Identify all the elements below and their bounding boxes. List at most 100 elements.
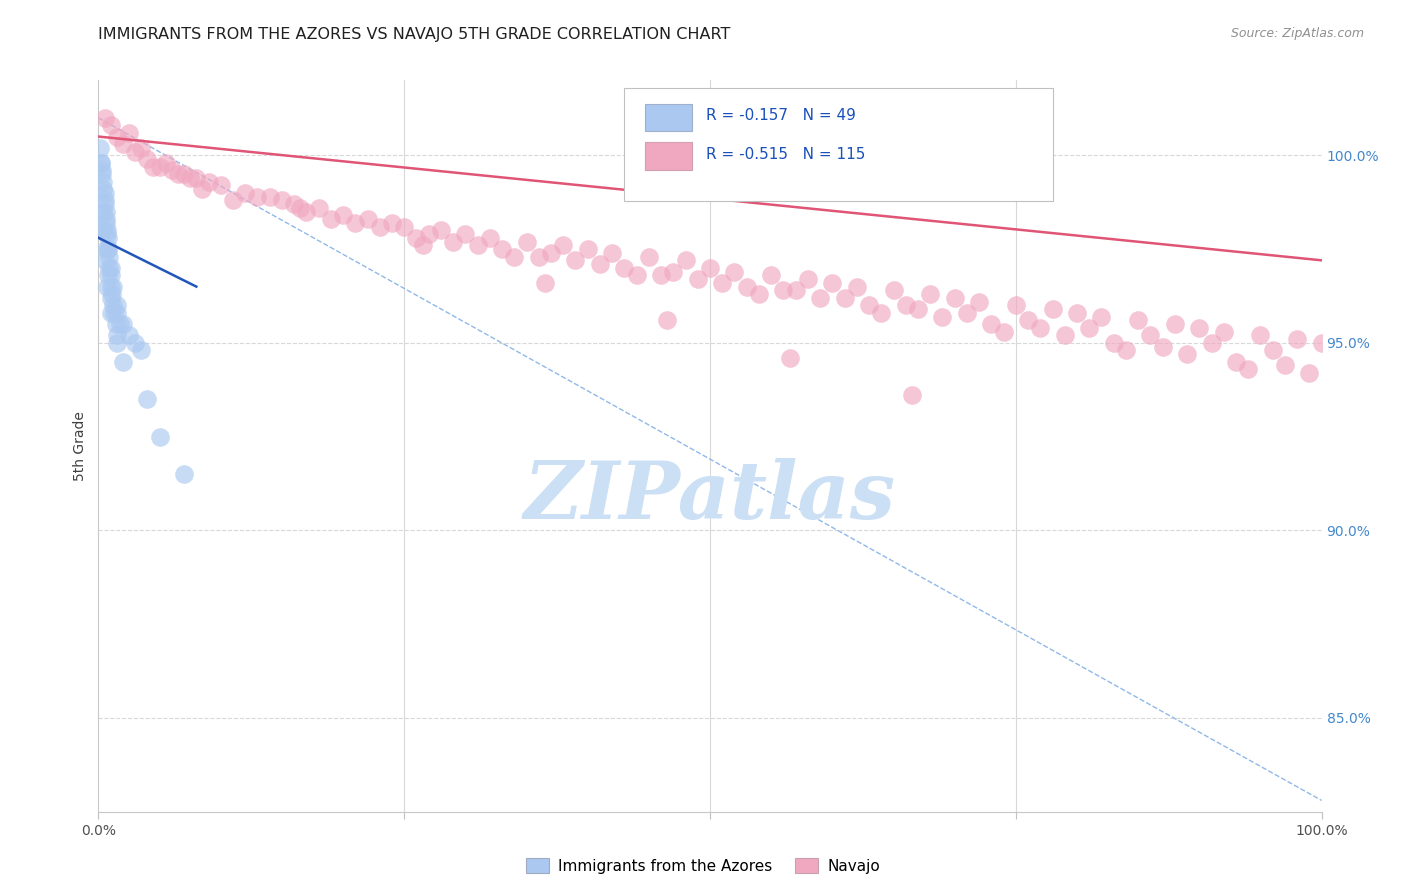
Point — [980, 317, 1002, 331]
Point — [270, 194, 294, 208]
Point — [901, 388, 924, 402]
Point — [553, 238, 575, 252]
Point — [1078, 321, 1101, 335]
FancyBboxPatch shape — [645, 143, 692, 170]
Point — [761, 268, 783, 283]
Text: R = -0.157   N = 49: R = -0.157 N = 49 — [706, 108, 856, 123]
Point — [735, 279, 758, 293]
Point — [98, 250, 121, 264]
Point — [332, 208, 354, 222]
Point — [600, 245, 623, 260]
Point — [191, 182, 214, 196]
Point — [858, 298, 880, 312]
Point — [381, 216, 404, 230]
Point — [503, 250, 526, 264]
Point — [142, 160, 165, 174]
Point — [491, 242, 513, 256]
Point — [173, 167, 195, 181]
Point — [100, 118, 122, 132]
Point — [845, 279, 868, 293]
Point — [686, 272, 709, 286]
Point — [1310, 335, 1333, 350]
Point — [97, 242, 120, 256]
Point — [478, 231, 501, 245]
Point — [105, 298, 128, 312]
Point — [96, 227, 118, 241]
Point — [136, 152, 159, 166]
Point — [1042, 302, 1064, 317]
Point — [101, 287, 124, 301]
Point — [90, 156, 112, 170]
Point — [662, 264, 685, 278]
Point — [209, 178, 232, 193]
Point — [1029, 321, 1052, 335]
Point — [246, 189, 269, 203]
Point — [564, 253, 586, 268]
Point — [93, 111, 115, 125]
Point — [657, 313, 679, 327]
Point — [222, 194, 245, 208]
Point — [124, 335, 146, 350]
Point — [454, 227, 477, 241]
Point — [96, 279, 118, 293]
Point — [699, 260, 721, 275]
Point — [100, 291, 122, 305]
Point — [111, 136, 134, 151]
Point — [1286, 332, 1309, 346]
Point — [91, 175, 114, 189]
Point — [319, 212, 342, 227]
Text: ZIPatlas: ZIPatlas — [524, 458, 896, 536]
Point — [98, 260, 121, 275]
Point — [1102, 335, 1125, 350]
Point — [111, 354, 134, 368]
Point — [105, 129, 128, 144]
Point — [283, 197, 305, 211]
Point — [1261, 343, 1284, 358]
Point — [94, 212, 117, 227]
Point — [94, 242, 117, 256]
Point — [89, 141, 111, 155]
Point — [576, 242, 599, 256]
Point — [111, 317, 134, 331]
Point — [103, 306, 125, 320]
Point — [94, 216, 117, 230]
Point — [308, 201, 330, 215]
Point — [368, 219, 391, 234]
Point — [430, 223, 453, 237]
Point — [149, 429, 172, 443]
Point — [179, 170, 201, 185]
Point — [105, 335, 128, 350]
Point — [1175, 347, 1198, 361]
Point — [233, 186, 256, 200]
Point — [1128, 313, 1150, 327]
Point — [91, 163, 114, 178]
Point — [259, 189, 281, 203]
Point — [104, 317, 127, 331]
Point — [1090, 310, 1112, 324]
Point — [97, 242, 120, 256]
Point — [110, 317, 132, 331]
Point — [93, 186, 115, 200]
Point — [1237, 362, 1260, 376]
Point — [1250, 328, 1272, 343]
Point — [124, 145, 146, 159]
Point — [1225, 354, 1247, 368]
Point — [821, 276, 844, 290]
Point — [129, 141, 152, 155]
Point — [90, 156, 112, 170]
Point — [412, 238, 434, 252]
Point — [101, 279, 124, 293]
Point — [1152, 340, 1174, 354]
Point — [1274, 359, 1296, 373]
Point — [638, 250, 661, 264]
Text: R = -0.515   N = 115: R = -0.515 N = 115 — [706, 146, 866, 161]
Point — [167, 167, 190, 181]
Point — [1115, 343, 1137, 358]
Point — [118, 126, 141, 140]
Point — [516, 235, 538, 249]
Point — [186, 170, 208, 185]
Point — [129, 343, 152, 358]
Text: IMMIGRANTS FROM THE AZORES VS NAVAJO 5TH GRADE CORRELATION CHART: IMMIGRANTS FROM THE AZORES VS NAVAJO 5TH… — [98, 27, 731, 42]
Point — [1139, 328, 1161, 343]
Point — [94, 204, 117, 219]
